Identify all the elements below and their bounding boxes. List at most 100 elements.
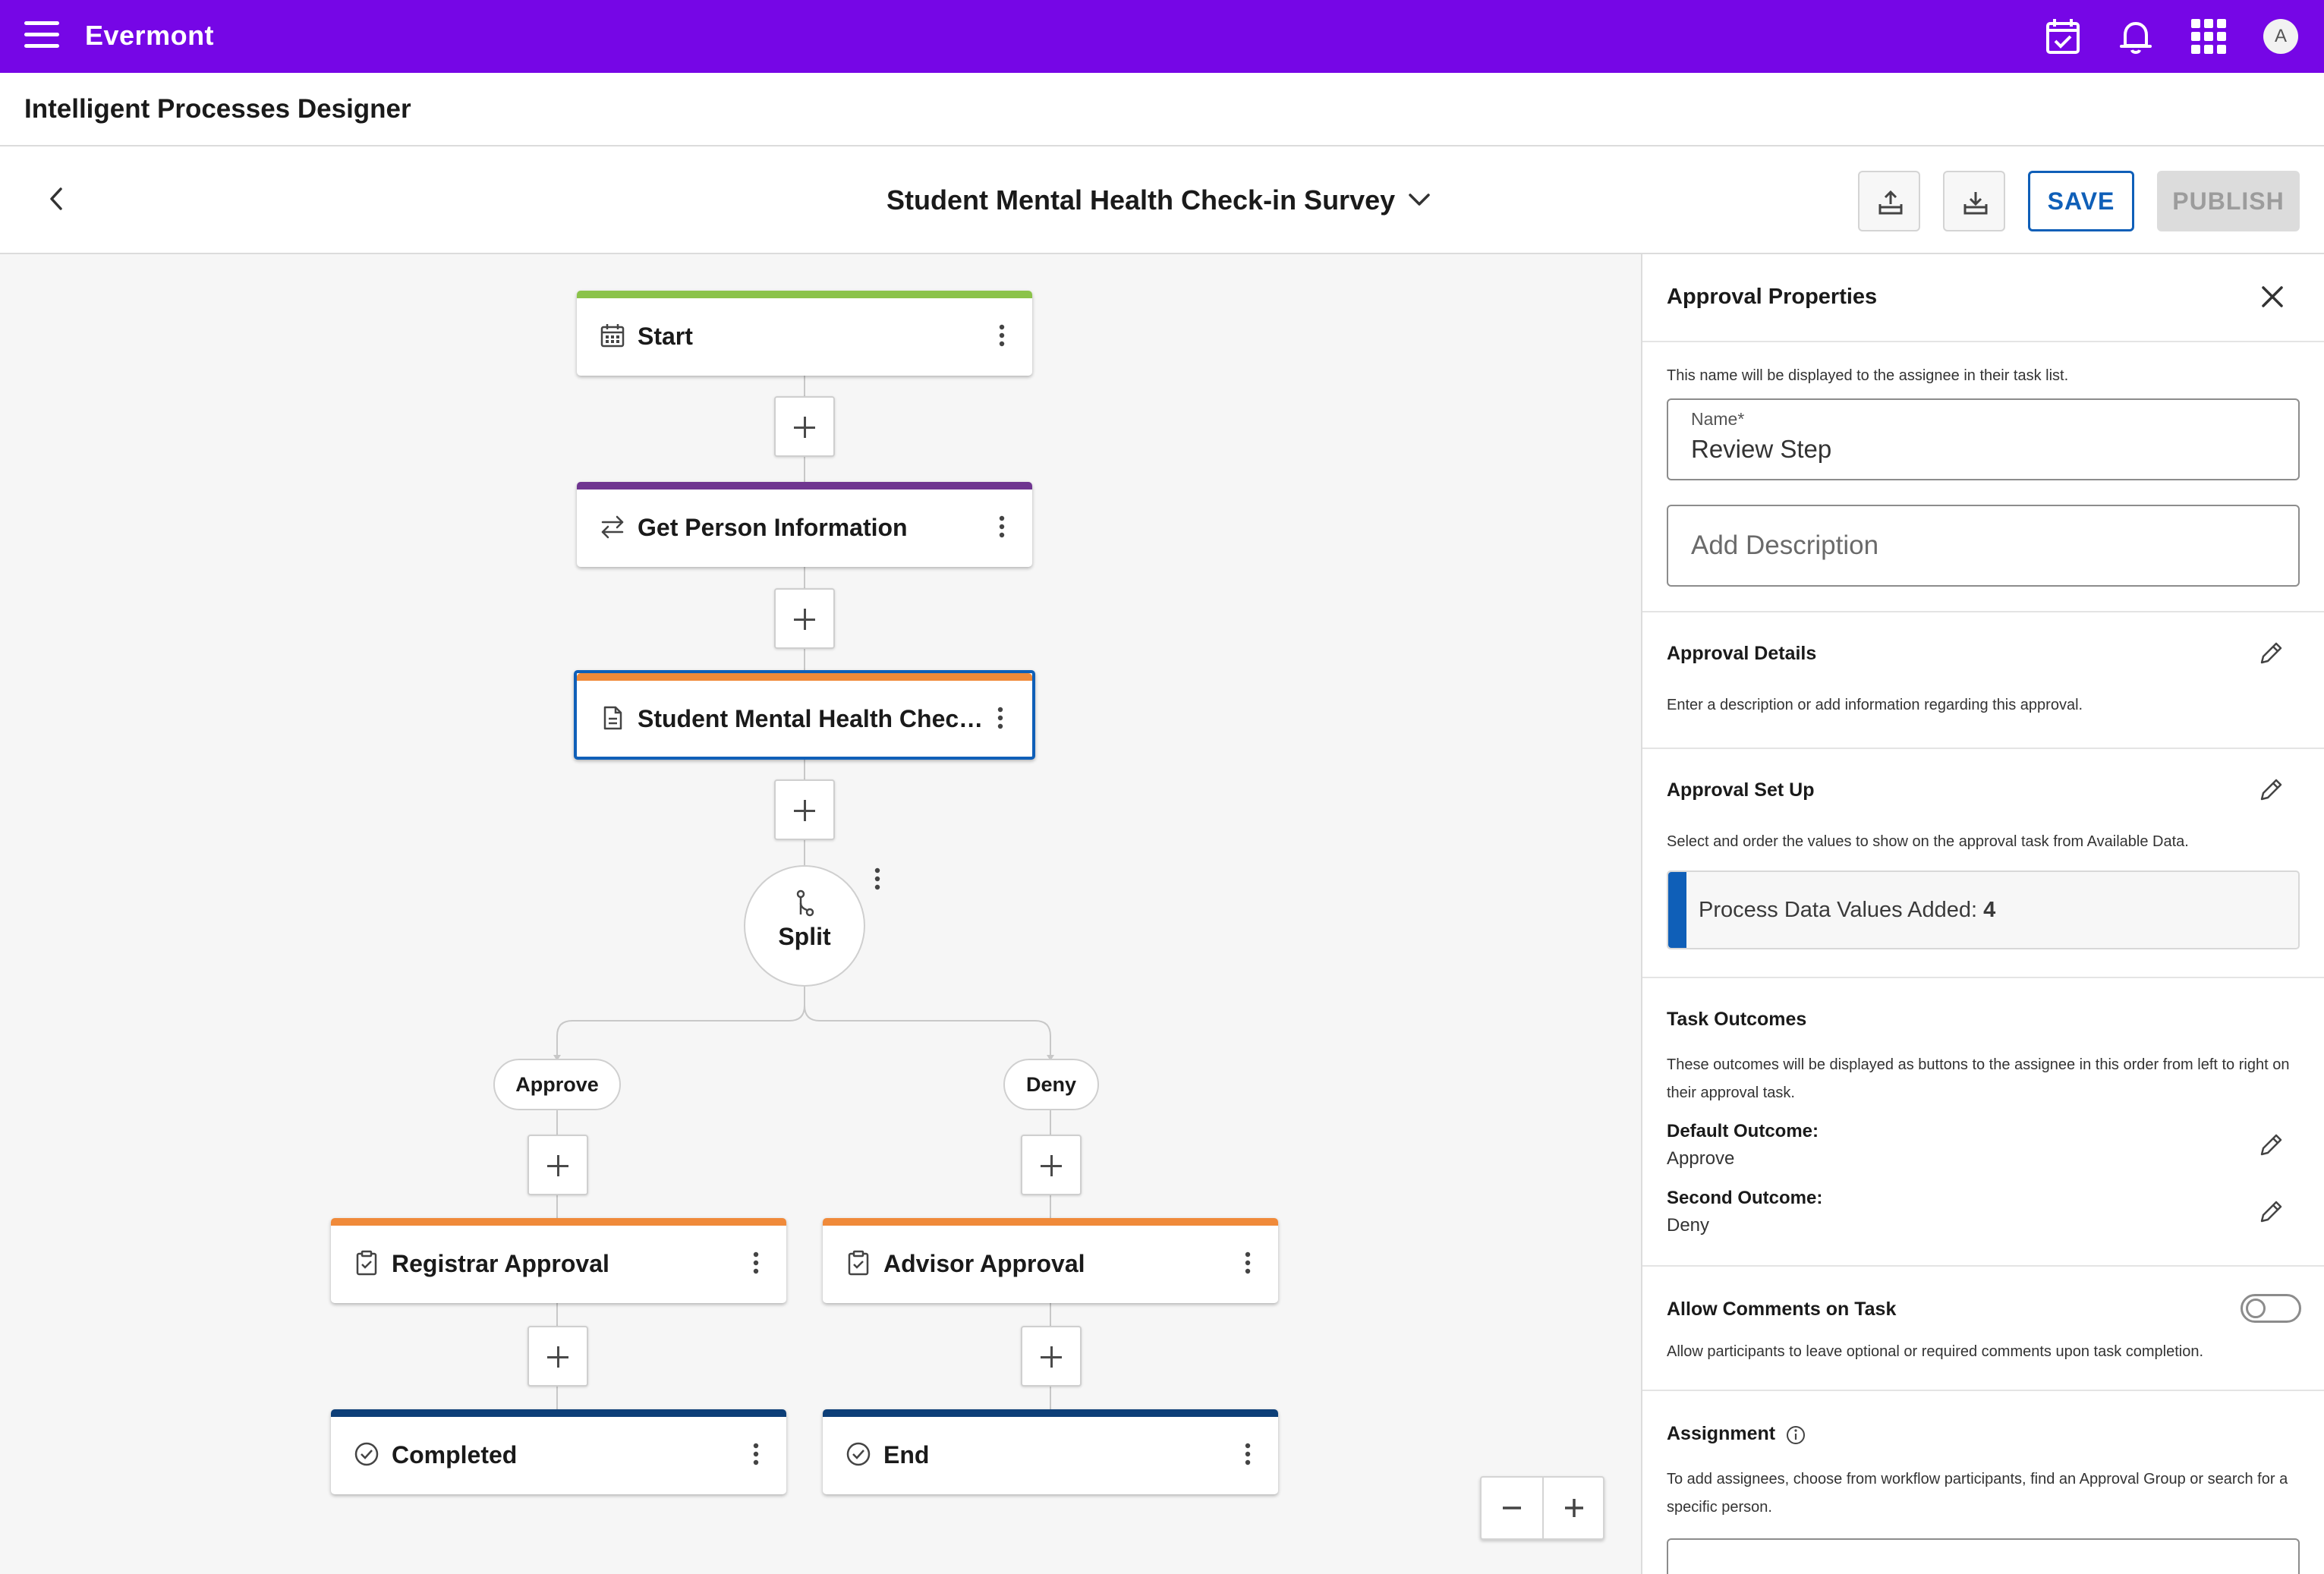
node-color-bar xyxy=(823,1409,1278,1417)
default-outcome-label: Default Outcome: xyxy=(1667,1121,1819,1141)
apps-grid-icon[interactable] xyxy=(2189,17,2228,56)
add-step-button[interactable] xyxy=(527,1326,588,1387)
description-field[interactable]: Add Description xyxy=(1667,505,2300,587)
approval-details-title: Approval Details xyxy=(1667,643,1817,664)
assignee-search-field[interactable] xyxy=(1667,1538,2300,1574)
node-color-bar xyxy=(577,482,1032,490)
node-label: Advisor Approval xyxy=(883,1250,1085,1277)
divider xyxy=(1642,611,2324,612)
plus-icon xyxy=(1565,1499,1583,1517)
page-title: Intelligent Processes Designer xyxy=(24,94,411,124)
workflow-canvas[interactable]: Start Get Person Information Student Men… xyxy=(0,254,1641,1574)
add-step-button[interactable] xyxy=(1021,1135,1082,1195)
node-color-bar xyxy=(331,1409,786,1417)
description-placeholder: Add Description xyxy=(1691,530,1879,560)
zoom-in-button[interactable] xyxy=(1544,1478,1604,1538)
clipboard-check-icon xyxy=(848,1250,869,1276)
clipboard-check-icon xyxy=(356,1250,377,1276)
pencil-icon[interactable] xyxy=(2256,1130,2286,1160)
process-data-values-count: 4 xyxy=(1983,898,1996,922)
divider xyxy=(1542,1478,1544,1538)
save-button[interactable]: SAVE xyxy=(2028,171,2134,231)
name-hint: This name will be displayed to the assig… xyxy=(1667,367,2069,384)
allow-comments-toggle[interactable] xyxy=(2241,1294,2301,1323)
assignment-title: Assignment xyxy=(1667,1423,1776,1444)
pencil-icon[interactable] xyxy=(2256,775,2286,805)
more-vertical-icon[interactable] xyxy=(991,704,1009,732)
add-step-button[interactable] xyxy=(1021,1326,1082,1387)
add-step-button[interactable] xyxy=(774,396,835,457)
add-step-button[interactable] xyxy=(527,1135,588,1195)
calendar-check-icon[interactable] xyxy=(2043,17,2083,56)
node-split[interactable]: Split xyxy=(744,865,865,987)
more-vertical-icon[interactable] xyxy=(993,321,1011,350)
approval-setup-text: Select and order the values to show on t… xyxy=(1667,833,2189,850)
info-icon[interactable] xyxy=(1785,1424,1806,1446)
add-step-button[interactable] xyxy=(774,779,835,840)
minus-icon xyxy=(1503,1506,1521,1509)
download-tray-icon xyxy=(1963,192,1988,215)
node-color-bar xyxy=(331,1218,786,1226)
publish-button[interactable]: PUBLISH xyxy=(2157,171,2300,231)
app-header: Intelligent Processes Designer xyxy=(0,73,2324,146)
divider xyxy=(1642,748,2324,749)
close-icon[interactable] xyxy=(2257,282,2288,312)
node-end[interactable]: End xyxy=(823,1409,1278,1494)
second-outcome-label: Second Outcome: xyxy=(1667,1188,1823,1208)
back-arrow-icon[interactable] xyxy=(39,181,74,216)
process-data-values-label: Process Data Values Added: xyxy=(1699,898,1978,922)
task-outcomes-title: Task Outcomes xyxy=(1667,1009,1807,1030)
assignment-text: To add assignees, choose from workflow p… xyxy=(1667,1471,2288,1516)
node-color-bar xyxy=(577,291,1032,298)
node-completed[interactable]: Completed xyxy=(331,1409,786,1494)
calendar-icon xyxy=(600,324,625,348)
name-field-value: Review Step xyxy=(1691,435,1832,463)
bell-icon[interactable] xyxy=(2116,17,2156,56)
divider xyxy=(1642,1265,2324,1267)
chevron-down-icon[interactable] xyxy=(1406,186,1433,213)
allow-comments-text: Allow participants to leave optional or … xyxy=(1667,1343,2204,1360)
node-get-person-information[interactable]: Get Person Information xyxy=(577,482,1032,567)
check-circle-icon xyxy=(354,1442,379,1466)
node-label: Get Person Information xyxy=(638,514,908,541)
node-advisor-approval[interactable]: Advisor Approval xyxy=(823,1218,1278,1303)
node-color-bar xyxy=(577,673,1032,681)
brand-name: Evermont xyxy=(85,20,215,51)
approval-setup-title: Approval Set Up xyxy=(1667,779,1815,801)
second-outcome-value: Deny xyxy=(1667,1215,1710,1236)
branch-label-deny[interactable]: Deny xyxy=(1003,1059,1099,1110)
more-vertical-icon[interactable] xyxy=(747,1440,765,1469)
avatar[interactable]: A xyxy=(2263,19,2298,54)
accent-bar xyxy=(1668,872,1686,948)
menu-icon[interactable] xyxy=(24,20,59,50)
import-button[interactable] xyxy=(1943,171,2005,231)
name-field-label: Name* xyxy=(1691,409,1745,429)
pencil-icon[interactable] xyxy=(2256,1197,2286,1227)
node-registrar-approval[interactable]: Registrar Approval xyxy=(331,1218,786,1303)
swap-arrows-icon xyxy=(601,515,624,539)
add-step-button[interactable] xyxy=(774,588,835,649)
export-button[interactable] xyxy=(1858,171,1920,231)
approval-properties-panel: Approval Properties This name will be di… xyxy=(1641,254,2324,1574)
process-data-values-box[interactable]: Process Data Values Added: 4 xyxy=(1667,870,2300,949)
process-title: Student Mental Health Check-in Survey xyxy=(886,184,1396,216)
more-vertical-icon[interactable] xyxy=(868,864,886,893)
branch-label-approve[interactable]: Approve xyxy=(493,1059,621,1110)
allow-comments-title: Allow Comments on Task xyxy=(1667,1299,1897,1320)
more-vertical-icon[interactable] xyxy=(747,1248,765,1277)
node-student-survey[interactable]: Student Mental Health Check... xyxy=(574,670,1035,760)
zoom-out-button[interactable] xyxy=(1482,1478,1542,1538)
more-vertical-icon[interactable] xyxy=(1239,1248,1257,1277)
pencil-icon[interactable] xyxy=(2256,638,2286,669)
more-vertical-icon[interactable] xyxy=(993,512,1011,541)
zoom-controls xyxy=(1480,1476,1604,1540)
designer-toolbar: Student Mental Health Check-in Survey SA… xyxy=(0,146,2324,254)
document-icon xyxy=(603,706,622,730)
panel-title: Approval Properties xyxy=(1667,285,1878,309)
more-vertical-icon[interactable] xyxy=(1239,1440,1257,1469)
name-field[interactable]: Name* Review Step xyxy=(1667,398,2300,480)
split-label: Split xyxy=(778,923,831,950)
node-label: End xyxy=(883,1441,930,1469)
divider xyxy=(1642,341,2324,342)
node-start[interactable]: Start xyxy=(577,291,1032,376)
